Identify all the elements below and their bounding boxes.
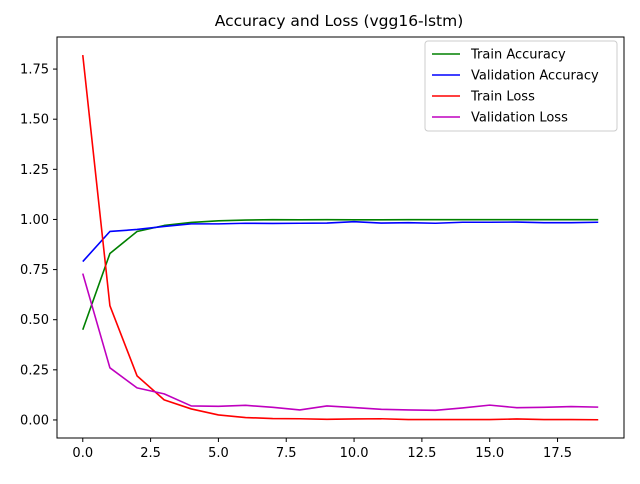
x-tick-label: 17.5 <box>543 446 572 461</box>
legend-label-train-accuracy: Train Accuracy <box>470 48 566 63</box>
y-tick-label: 0.00 <box>20 413 49 428</box>
legend-label-validation-loss: Validation Loss <box>471 111 568 126</box>
x-tick-label: 12.5 <box>407 446 436 461</box>
chart-title: Accuracy and Loss (vgg16-lstm) <box>215 12 464 30</box>
x-tick-label: 0.0 <box>72 446 93 461</box>
x-tick-label: 15.0 <box>475 446 504 461</box>
legend: Train Accuracy Validation Accuracy Train L… <box>424 40 618 132</box>
axes-layer: 0.0 2.5 5.0 7.5 10.0 12.5 15.0 17.5 0.00 0.25 0.50… <box>20 36 625 461</box>
y-tick-label: 1.75 <box>20 63 49 78</box>
y-tick-label: 1.50 <box>20 113 49 128</box>
legend-label-train-loss: Train Loss <box>470 90 535 105</box>
x-tick-label: 5.0 <box>208 446 229 461</box>
y-tick-label: 1.00 <box>20 213 49 228</box>
y-tick-label: 0.25 <box>20 363 49 378</box>
legend-box <box>424 40 618 132</box>
x-tick-label: 10.0 <box>340 446 369 461</box>
plot-frame <box>56 36 625 439</box>
series-line-validation-accuracy <box>82 220 599 263</box>
legend-label-validation-accuracy: Validation Accuracy <box>471 69 599 84</box>
series-line-train-accuracy <box>82 218 599 330</box>
series-line-train-loss <box>81 54 599 421</box>
y-tick-label: 0.75 <box>20 263 49 278</box>
x-tick-label: 2.5 <box>140 446 161 461</box>
series-line-validation-loss <box>82 273 599 412</box>
y-tick-label: 1.25 <box>20 163 49 178</box>
x-tick-label: 7.5 <box>276 446 297 461</box>
series-layer <box>81 54 599 421</box>
y-tick-label: 0.50 <box>20 313 49 328</box>
